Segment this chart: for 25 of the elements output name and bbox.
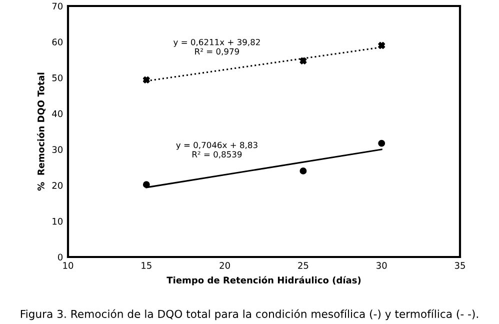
point bbox=[300, 57, 307, 64]
y-tick-label: 40 bbox=[52, 110, 63, 118]
annotation: y = 0,6211x + 39,82 R² = 0,979 bbox=[173, 38, 260, 56]
y-tick-label: 0 bbox=[58, 254, 63, 261]
point bbox=[378, 140, 386, 147]
x-tick-label: 15 bbox=[142, 262, 152, 269]
y-tick-label: 60 bbox=[52, 38, 63, 46]
text: Figura 3. Remoción de la DQO total para la condición mesofílica (-) y termofílica (- -). bbox=[20, 309, 478, 320]
point bbox=[300, 167, 307, 174]
x-axis-title: Tiempo de Retención Hidráulico (días) bbox=[166, 276, 361, 286]
x-tick-label: 35 bbox=[454, 262, 465, 269]
y-axis-title: % Remoción DQO Total bbox=[36, 72, 46, 191]
y-tick-label: 70 bbox=[52, 2, 63, 10]
x-tick-label: 25 bbox=[298, 262, 308, 269]
x-tick-label: 20 bbox=[220, 262, 230, 269]
y-tick-label: 50 bbox=[52, 74, 63, 82]
y-tick-label: 30 bbox=[52, 146, 63, 153]
point bbox=[378, 42, 386, 49]
point bbox=[142, 76, 150, 84]
annotation: y = 0,7046x + 8,83 R² = 0,8539 bbox=[176, 142, 258, 158]
y-tick-label: 10 bbox=[52, 218, 63, 225]
x-tick-label: 30 bbox=[376, 262, 387, 269]
point bbox=[142, 181, 150, 188]
y-tick-label: 20 bbox=[52, 182, 63, 189]
x-tick-label: 10 bbox=[63, 262, 74, 269]
